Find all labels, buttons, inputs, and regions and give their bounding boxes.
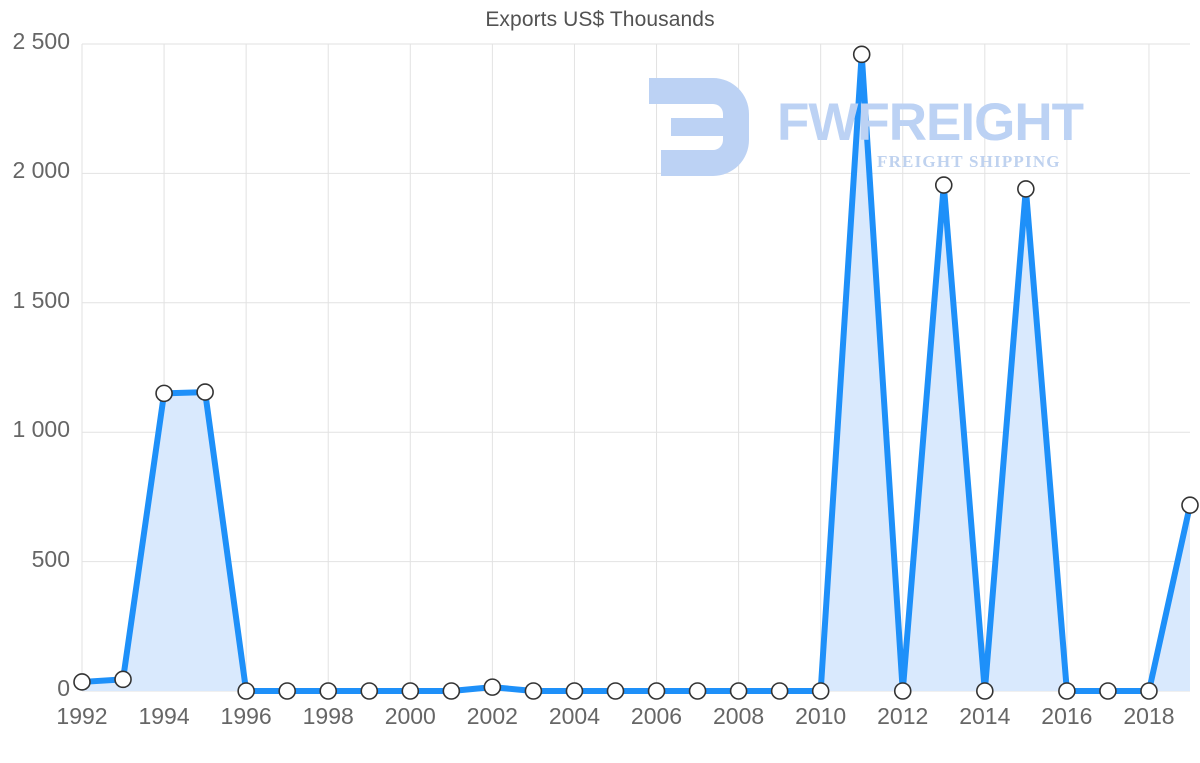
x-axis-tick-label: 2014 [959,703,1011,729]
chart-title: Exports US$ Thousands [485,8,715,31]
vertical-gridlines [81,44,1150,691]
data-point-marker[interactable] [770,682,789,700]
data-point-marker[interactable] [155,384,173,403]
data-point-marker[interactable] [401,682,420,700]
data-point-marker[interactable] [442,682,461,700]
x-axis-tick-label: 2002 [466,703,518,729]
data-point-marker[interactable] [73,673,91,691]
data-point-marker[interactable] [811,682,830,700]
data-point-marker[interactable] [196,383,214,401]
data-point-marker[interactable] [278,682,296,700]
data-point-marker[interactable] [852,45,871,64]
x-axis-tick-label: 2000 [384,703,436,729]
data-point-marker[interactable] [524,682,543,700]
series-area-fill [82,54,1190,692]
x-axis-tick-label: 1996 [220,703,272,729]
y-axis-tick-label: 2 500 [12,28,70,54]
data-point-marker[interactable] [688,682,707,700]
y-axis-tick-label: 500 [31,545,70,572]
data-point-marker[interactable] [976,682,994,700]
data-point-marker[interactable] [1099,682,1117,700]
x-axis-tick-label: 2006 [630,703,683,729]
series-markers[interactable] [73,45,1199,700]
data-point-marker[interactable] [606,682,625,700]
data-point-marker[interactable] [1181,496,1199,514]
data-point-marker[interactable] [483,678,502,696]
x-axis-tick-label: 2018 [1123,703,1175,729]
x-axis-tick-label: 2004 [548,703,601,729]
data-point-marker[interactable] [893,682,912,700]
data-point-marker[interactable] [114,670,132,689]
data-point-marker[interactable] [237,682,255,700]
data-point-marker[interactable] [1058,682,1076,700]
y-axis-tick-label: 1 500 [12,286,70,313]
series-line [79,51,1193,694]
data-point-marker[interactable] [729,682,748,700]
x-axis-tick-label: 1994 [138,703,190,729]
data-point-marker[interactable] [1017,180,1035,198]
x-axis-tick-label: 2008 [712,703,765,729]
data-point-marker[interactable] [319,682,338,700]
y-axis-tick-label: 1 000 [12,416,70,443]
y-axis-tick-label: 2 000 [12,157,70,184]
x-axis-tick-label: 2012 [877,703,929,729]
x-axis-tick-label: 1992 [56,703,108,729]
x-axis-tick-label: 1998 [302,703,354,729]
y-axis-tick-label: 0 [57,675,70,701]
data-point-marker[interactable] [1140,682,1158,700]
data-point-marker[interactable] [360,682,379,700]
data-point-marker[interactable] [647,682,666,700]
data-point-marker[interactable] [934,176,953,194]
data-point-marker[interactable] [565,682,584,700]
x-axis-tick-label: 2010 [795,703,847,729]
x-axis-tick-label: 2016 [1041,703,1093,729]
